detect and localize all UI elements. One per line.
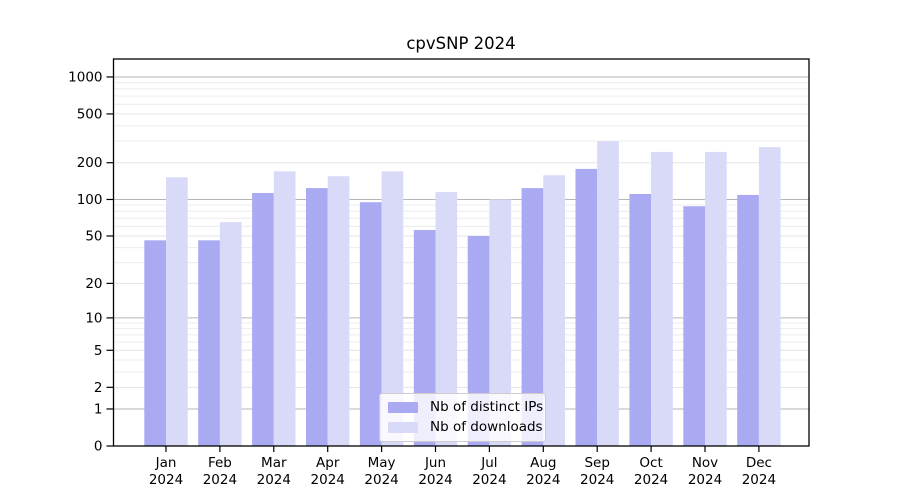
x-tick-label-month: Dec [746,455,772,471]
y-tick-label: 10 [85,310,102,326]
x-tick-label-month: Nov [692,455,718,471]
bar-distinct-ips-nov [683,206,705,446]
bar-distinct-ips-dec [737,194,759,446]
legend-label-downloads: Nb of downloads [430,419,543,435]
y-tick-label: 20 [85,276,102,292]
bar-downloads-jul [489,199,512,446]
x-tick-label-year: 2024 [364,472,398,488]
x-tick-label-month: May [368,455,396,471]
bar-distinct-ips-may [359,202,382,446]
y-tick-label: 2 [94,380,103,396]
bar-distinct-ips-aug [521,188,544,446]
x-tick-label-year: 2024 [580,472,614,488]
bar-downloads-may [381,171,404,446]
legend-swatch-downloads [388,421,418,433]
x-tick-label-year: 2024 [418,472,452,488]
y-tick-label: 100 [77,192,103,208]
y-tick-label: 1000 [68,69,102,85]
bar-downloads-aug [543,175,565,447]
x-tick-label-month: Oct [639,455,662,471]
bar-downloads-sep [597,141,619,446]
x-tick-label-year: 2024 [688,472,722,488]
x-tick-label-year: 2024 [311,472,345,488]
x-tick-label-year: 2024 [526,472,560,488]
x-tick-label-month: Jun [424,455,446,471]
x-tick-label-month: Apr [316,455,340,471]
x-tick-label-month: Jul [480,455,497,471]
x-tick-label-year: 2024 [257,472,291,488]
plot-border [112,58,810,447]
x-tick-label-month: Sep [584,455,609,471]
x-tick-label-month: Feb [208,455,232,471]
x-tick-label-month: Mar [261,455,287,471]
y-tick-label: 0 [94,439,103,455]
x-tick-label-year: 2024 [472,472,506,488]
x-tick-label-month: Jan [155,455,177,471]
bar-distinct-ips-oct [629,193,652,446]
y-tick-label: 500 [77,106,103,122]
chart-title: cpvSNP 2024 [406,34,516,53]
y-tick-label: 200 [77,155,103,171]
x-tick-label-year: 2024 [203,472,237,488]
bar-downloads-jan [166,177,188,447]
legend-item-downloads: Nb of downloads [388,417,543,437]
bar-downloads-jun [435,192,458,446]
legend: Nb of distinct IPs Nb of downloads [379,393,546,442]
y-tick-label: 50 [85,228,102,244]
y-tick-label: 5 [94,343,103,359]
bar-downloads-dec [758,147,781,446]
bar-distinct-ips-apr [306,188,328,446]
legend-item-distinct-ips: Nb of distinct IPs [388,397,543,417]
bar-distinct-ips-jun [413,230,436,446]
y-tick-label: 1 [94,401,103,417]
x-tick-label-year: 2024 [149,472,183,488]
legend-swatch-distinct-ips [388,401,418,413]
bar-downloads-oct [651,151,673,446]
legend-label-distinct-ips: Nb of distinct IPs [430,399,544,415]
bar-distinct-ips-feb [198,240,220,446]
bar-downloads-nov [705,151,727,446]
bar-downloads-mar [273,171,296,446]
bar-distinct-ips-sep [575,168,598,446]
bar-downloads-apr [327,176,350,446]
x-tick-label-year: 2024 [742,472,776,488]
bar-distinct-ips-mar [252,193,274,446]
x-tick-label-year: 2024 [634,472,668,488]
bar-downloads-feb [219,222,242,446]
x-tick-label-month: Aug [530,455,556,471]
bar-distinct-ips-jan [144,240,166,446]
